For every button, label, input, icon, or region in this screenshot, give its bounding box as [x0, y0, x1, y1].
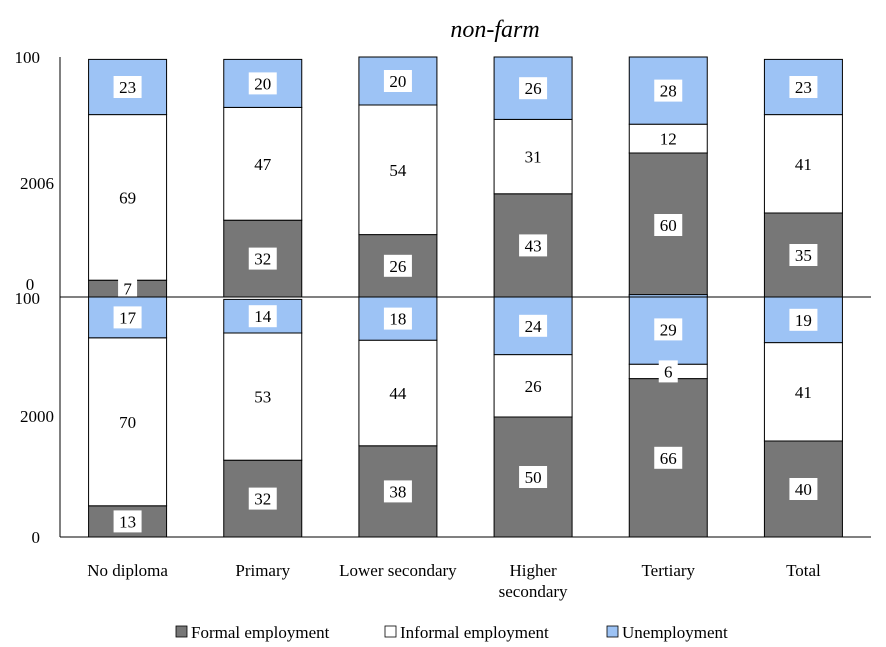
value-label-bg-2006-primary-informal-employment [248, 152, 277, 175]
value-label-bg-2000-lower-secondary-unemployment [383, 307, 412, 330]
value-label-bg-2006-higher-secondary-informal-employment [519, 145, 548, 168]
value-label-2006-total-informal-employment: 41 [795, 155, 812, 174]
value-label-2000-higher-secondary-informal-employment: 26 [525, 377, 542, 396]
category-label-no-diploma: No diploma [87, 561, 168, 580]
value-label-bg-2000-tertiary-formal-employment [654, 446, 683, 469]
value-label-2000-higher-secondary-formal-employment: 50 [525, 468, 542, 487]
bars-layer: 7 69 23 32 47 20 26 54 20 43 31 26 60 12 28 35 41 23 13 70 1… [88, 56, 843, 538]
value-label-2006-tertiary-formal-employment: 60 [660, 216, 677, 235]
y-tick-label-top-100: 100 [15, 48, 41, 67]
value-label-2006-no-diploma-unemployment: 23 [119, 78, 136, 97]
value-label-bg-2000-no-diploma-informal-employment [113, 410, 142, 433]
legend-label-informal: Informal employment [400, 623, 549, 642]
legend-label-unemployment: Unemployment [622, 623, 728, 642]
value-label-2006-tertiary-unemployment: 28 [660, 82, 677, 101]
value-label-bg-2006-primary-unemployment [248, 72, 277, 95]
value-label-bg-2000-total-informal-employment [789, 380, 818, 403]
value-label-2006-total-unemployment: 23 [795, 78, 812, 97]
value-label-2000-lower-secondary-formal-employment: 38 [389, 482, 406, 501]
value-label-bg-2000-primary-informal-employment [248, 385, 277, 408]
value-label-2000-lower-secondary-informal-employment: 44 [389, 384, 407, 403]
value-label-bg-2000-tertiary-informal-employment [658, 360, 678, 383]
value-label-bg-2006-lower-secondary-unemployment [383, 70, 412, 92]
value-label-bg-2006-total-informal-employment [789, 152, 818, 175]
value-label-2006-lower-secondary-formal-employment: 26 [389, 257, 406, 276]
value-label-bg-2000-total-formal-employment [789, 478, 818, 500]
value-label-2006-higher-secondary-formal-employment: 43 [525, 236, 542, 255]
legend-swatch-unemployment [606, 625, 619, 638]
value-label-2006-no-diploma-formal-employment: 7 [123, 280, 132, 299]
value-label-bg-2006-total-formal-employment [789, 244, 818, 266]
value-label-2000-tertiary-informal-employment: 6 [664, 362, 673, 381]
value-label-2000-primary-informal-employment: 53 [254, 388, 271, 407]
value-label-bg-2006-primary-formal-employment [248, 247, 277, 270]
y-tick-label-top-0: 0 [26, 275, 35, 294]
value-label-bg-2006-tertiary-unemployment [654, 79, 683, 102]
legend-label-formal: Formal employment [191, 623, 330, 642]
value-label-2000-no-diploma-informal-employment: 70 [119, 413, 136, 432]
value-label-bg-2006-tertiary-informal-employment [654, 127, 683, 150]
y-tick-label-year-2000: 2000 [20, 407, 54, 426]
value-label-bg-2000-primary-unemployment [248, 305, 277, 328]
value-label-2006-primary-informal-employment: 47 [254, 155, 272, 174]
legend-swatch-formal [175, 625, 188, 638]
value-label-2000-higher-secondary-unemployment: 24 [525, 317, 543, 336]
value-label-bg-2000-higher-secondary-unemployment [519, 314, 548, 337]
value-label-2000-primary-unemployment: 14 [254, 307, 272, 326]
category-label-primary: Primary [235, 561, 290, 580]
value-label-2006-lower-secondary-unemployment: 20 [389, 72, 406, 91]
category-label-higher-secondary: Higher secondary [499, 561, 568, 601]
value-label-2006-higher-secondary-informal-employment: 31 [525, 148, 542, 167]
value-label-bg-2000-tertiary-unemployment [654, 318, 683, 341]
value-label-2000-tertiary-formal-employment: 66 [660, 449, 677, 468]
category-label-total: Total [786, 561, 821, 580]
chart-title: non-farm [450, 17, 539, 43]
value-label-2000-no-diploma-unemployment: 17 [119, 308, 137, 327]
value-label-2000-total-unemployment: 19 [795, 311, 812, 330]
legend-swatch-informal [384, 625, 397, 638]
value-label-bg-2000-lower-secondary-formal-employment [383, 480, 412, 503]
value-label-2006-primary-formal-employment: 32 [254, 250, 271, 269]
value-label-bg-2006-no-diploma-formal-employment [118, 277, 138, 300]
value-label-bg-2000-total-unemployment [789, 308, 818, 331]
value-label-2006-primary-unemployment: 20 [254, 74, 271, 93]
value-label-2000-no-diploma-formal-employment: 13 [119, 512, 136, 531]
category-labels: No diploma Primary Lower secondary Higher se… [87, 561, 821, 601]
value-label-bg-2006-higher-secondary-formal-employment [519, 234, 548, 257]
y-tick-label-year-2006: 2006 [20, 174, 54, 193]
value-label-2006-total-formal-employment: 35 [795, 246, 812, 265]
y-tick-label-bottom-100: 100 [15, 289, 41, 308]
value-label-bg-2006-lower-secondary-informal-employment [383, 158, 412, 181]
value-label-bg-2006-tertiary-formal-employment [654, 214, 683, 236]
value-label-2000-lower-secondary-unemployment: 18 [389, 310, 406, 329]
value-label-2000-total-formal-employment: 40 [795, 480, 812, 499]
value-label-2006-higher-secondary-unemployment: 26 [525, 79, 542, 98]
value-label-2006-lower-secondary-informal-employment: 54 [389, 161, 407, 180]
value-label-2000-tertiary-unemployment: 29 [660, 320, 677, 339]
value-label-2000-primary-formal-employment: 32 [254, 490, 271, 509]
value-label-bg-2006-higher-secondary-unemployment [519, 77, 548, 100]
value-label-bg-2000-higher-secondary-informal-employment [519, 374, 548, 397]
category-label-tertiary: Tertiary [641, 561, 695, 580]
value-label-bg-2000-no-diploma-unemployment [113, 306, 142, 329]
value-label-2000-total-informal-employment: 41 [795, 383, 812, 402]
value-label-2006-no-diploma-informal-employment: 69 [119, 188, 136, 207]
value-label-2006-tertiary-informal-employment: 12 [660, 130, 677, 149]
y-tick-label-bottom-0: 0 [32, 528, 41, 547]
category-label-lower-secondary: Lower secondary [339, 561, 457, 580]
value-label-bg-2006-no-diploma-unemployment [113, 76, 142, 98]
value-label-bg-2000-primary-formal-employment [248, 487, 277, 510]
value-label-bg-2000-higher-secondary-formal-employment [519, 466, 548, 488]
legend: Formal employment Informal employment Un… [175, 623, 728, 642]
value-label-bg-2006-total-unemployment [789, 76, 818, 98]
value-label-bg-2006-lower-secondary-formal-employment [383, 254, 412, 277]
value-label-bg-2000-lower-secondary-informal-employment [383, 382, 412, 404]
value-label-bg-2006-no-diploma-informal-employment [113, 186, 142, 209]
value-label-bg-2000-no-diploma-formal-employment [113, 510, 142, 533]
